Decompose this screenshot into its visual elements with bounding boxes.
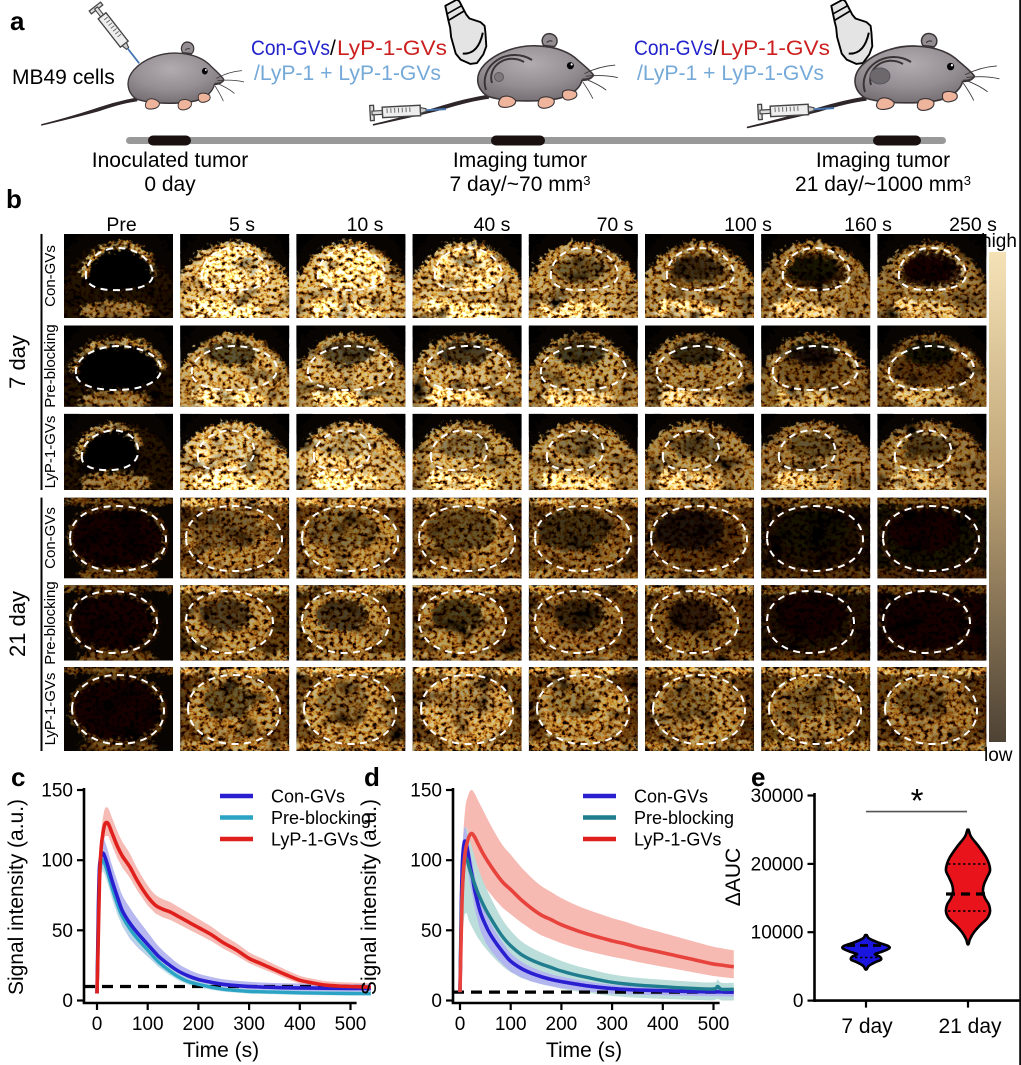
- svg-text:a: a: [10, 6, 25, 36]
- svg-text:Pre-blocking: Pre-blocking: [634, 808, 734, 828]
- svg-text:30000: 30000: [751, 786, 804, 807]
- svg-text:400: 400: [647, 1014, 679, 1035]
- svg-text:5 s: 5 s: [229, 214, 255, 236]
- svg-text:0: 0: [431, 991, 442, 1012]
- svg-text:21 day/~1000 mm3: 21 day/~1000 mm3: [795, 173, 971, 196]
- svg-text:/: /: [330, 37, 336, 60]
- svg-text:Pre: Pre: [106, 214, 136, 236]
- svg-text:200: 200: [546, 1014, 578, 1035]
- svg-text:10000: 10000: [751, 923, 804, 944]
- svg-text:300: 300: [233, 1014, 265, 1035]
- svg-text:Con-GVs: Con-GVs: [271, 787, 345, 807]
- svg-text:500: 500: [698, 1014, 730, 1035]
- svg-text:200: 200: [183, 1014, 215, 1035]
- svg-text:20000: 20000: [751, 854, 804, 875]
- svg-text:/LyP-1 + LyP-1-GVs: /LyP-1 + LyP-1-GVs: [254, 62, 441, 85]
- svg-text:0: 0: [793, 991, 804, 1012]
- svg-text:LyP-1-GVs: LyP-1-GVs: [720, 37, 830, 60]
- svg-text:0: 0: [62, 991, 73, 1012]
- svg-text:0: 0: [92, 1014, 103, 1035]
- svg-text:7 day/~70 mm3: 7 day/~70 mm3: [450, 173, 591, 196]
- svg-text:*: *: [911, 782, 924, 819]
- svg-text:/: /: [713, 37, 719, 60]
- svg-text:Imaging tumor: Imaging tumor: [816, 149, 950, 172]
- svg-text:100: 100: [41, 851, 73, 872]
- svg-text:Con-GVs: Con-GVs: [42, 507, 59, 569]
- svg-text:50: 50: [52, 921, 73, 942]
- svg-text:Con-GVs: Con-GVs: [42, 245, 59, 307]
- svg-text:7 day: 7 day: [5, 335, 30, 389]
- svg-text:Pre-blocking: Pre-blocking: [271, 808, 371, 828]
- svg-text:50: 50: [421, 921, 442, 942]
- svg-text:MB49 cells: MB49 cells: [12, 66, 115, 89]
- svg-text:Time (s): Time (s): [183, 1039, 259, 1062]
- svg-text:c: c: [11, 762, 25, 792]
- svg-text:100: 100: [410, 851, 442, 872]
- svg-text:/LyP-1 + LyP-1-GVs: /LyP-1 + LyP-1-GVs: [637, 62, 824, 85]
- svg-text:high: high: [981, 231, 1017, 252]
- svg-text:10 s: 10 s: [347, 214, 384, 236]
- svg-text:LyP-1-GVs: LyP-1-GVs: [42, 416, 59, 489]
- svg-text:21 day: 21 day: [938, 1015, 1002, 1038]
- svg-text:160 s: 160 s: [844, 214, 892, 236]
- svg-text:Signal intensity (a.u.): Signal intensity (a.u.): [358, 799, 381, 995]
- svg-text:100: 100: [132, 1014, 164, 1035]
- svg-text:100: 100: [495, 1014, 527, 1035]
- svg-text:low: low: [984, 745, 1013, 766]
- svg-text:LyP-1-GVs: LyP-1-GVs: [271, 830, 358, 850]
- svg-text:7 day: 7 day: [841, 1015, 893, 1038]
- svg-text:Con-GVs: Con-GVs: [634, 787, 708, 807]
- svg-text:LyP-1-GVs: LyP-1-GVs: [42, 673, 59, 746]
- svg-text:Pre-blocking: Pre-blocking: [42, 324, 59, 407]
- svg-text:0 day: 0 day: [144, 173, 196, 196]
- svg-text:e: e: [751, 762, 765, 792]
- svg-text:ΔAUC: ΔAUC: [722, 848, 745, 906]
- svg-text:d: d: [364, 762, 380, 792]
- svg-text:Pre-blocking: Pre-blocking: [42, 581, 59, 664]
- svg-text:300: 300: [596, 1014, 628, 1035]
- svg-text:Inoculated tumor: Inoculated tumor: [92, 149, 248, 172]
- svg-text:21 day: 21 day: [5, 591, 30, 657]
- svg-text:150: 150: [410, 781, 442, 802]
- svg-text:0: 0: [455, 1014, 466, 1035]
- svg-text:LyP-1-GVs: LyP-1-GVs: [337, 37, 447, 60]
- svg-text:250 s: 250 s: [949, 214, 997, 236]
- svg-text:Con-GVs: Con-GVs: [251, 37, 330, 60]
- svg-text:100 s: 100 s: [724, 214, 772, 236]
- svg-text:40 s: 40 s: [474, 214, 511, 236]
- svg-text:b: b: [6, 184, 22, 214]
- svg-text:Con-GVs: Con-GVs: [634, 37, 713, 60]
- svg-text:Signal intensity (a.u.): Signal intensity (a.u.): [5, 799, 28, 995]
- svg-text:500: 500: [335, 1014, 367, 1035]
- svg-text:70 s: 70 s: [597, 214, 634, 236]
- svg-text:400: 400: [284, 1014, 316, 1035]
- svg-text:Time (s): Time (s): [546, 1039, 622, 1062]
- svg-text:150: 150: [41, 781, 73, 802]
- svg-text:Imaging tumor: Imaging tumor: [453, 149, 587, 172]
- svg-text:LyP-1-GVs: LyP-1-GVs: [634, 830, 721, 850]
